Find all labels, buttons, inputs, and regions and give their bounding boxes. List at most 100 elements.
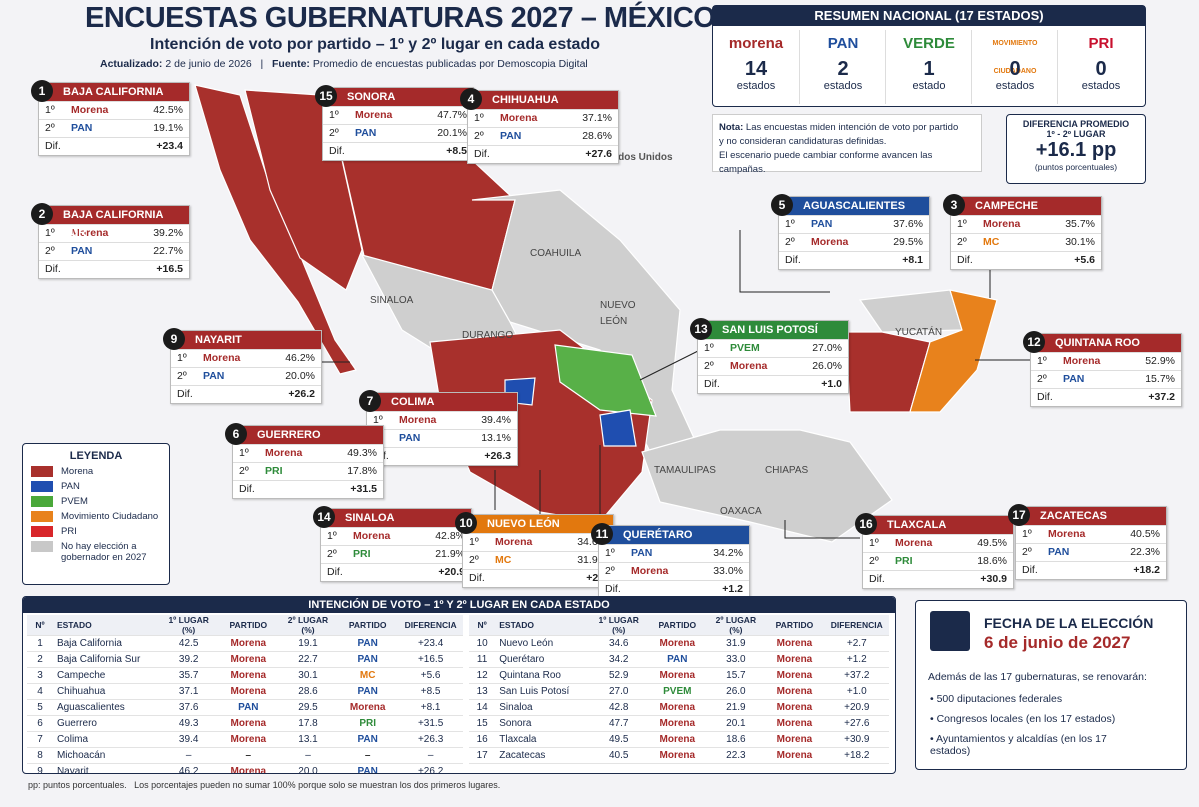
note-text: y no consideran candidaturas definidas. xyxy=(719,136,887,147)
table-cell: – xyxy=(159,747,218,764)
state-card: 1 BAJA CALIFORNIA 1º Morena 42.5% 2º PAN 19.1% D… xyxy=(31,80,190,156)
table-cell: 26.0 xyxy=(707,683,765,700)
map-label: NUEVO xyxy=(600,300,636,311)
table-cell: 46.2 xyxy=(159,763,218,773)
card-cell: 37.6% xyxy=(893,218,923,230)
table-cell: 33.0 xyxy=(707,651,765,668)
column-header: ESTADO xyxy=(52,615,160,636)
card-cell: 1º xyxy=(605,547,615,559)
legend-item: PVEM xyxy=(31,496,161,507)
ballot-icon xyxy=(930,611,970,651)
column-header: DIFERENCIA xyxy=(398,615,463,636)
card-cell: 1º xyxy=(373,414,383,426)
card-cell: 2º xyxy=(869,555,879,567)
table-cell: 35.7 xyxy=(159,667,218,684)
card-cell: 2º xyxy=(957,236,967,248)
column-header: 2º LUGAR (%) xyxy=(707,615,765,636)
map-label: Estados Unidos xyxy=(597,152,673,163)
card-cell: 17.8% xyxy=(347,465,377,477)
party-count: 14 xyxy=(744,58,768,80)
table-cell: Morena xyxy=(217,683,279,700)
card-cell: Dif. xyxy=(239,483,255,495)
table-cell: 17 xyxy=(469,747,496,764)
column-header: 1º LUGAR (%) xyxy=(590,615,648,636)
card-cell: Dif. xyxy=(869,573,885,585)
table-cell: PAN xyxy=(337,731,399,748)
card-cell xyxy=(983,252,1053,269)
legend-label: PRI xyxy=(61,526,77,537)
card-number: 16 xyxy=(855,513,877,535)
state-card: 6 GUERRERO 1º Morena 49.3% 2º PRI 17.8% Dif. +31.… xyxy=(225,423,384,499)
card-row: 2º Morena 33.0% xyxy=(599,562,749,580)
card-cell: 2º xyxy=(45,245,55,257)
table-cell: 1 xyxy=(27,635,53,652)
card-row: 2º MC 30.1% xyxy=(951,233,1101,251)
average-caption: (puntos porcentuales) xyxy=(1034,162,1118,172)
column-header: Nº xyxy=(27,615,53,636)
card-row: 1º Morena 42.8% xyxy=(321,527,471,545)
table-cell: Chihuahua xyxy=(52,683,160,700)
card-number: 6 xyxy=(225,423,247,445)
table-cell: +16.5 xyxy=(398,651,463,668)
table-cell: Morena xyxy=(337,699,399,716)
election-item: • 500 diputaciones federales xyxy=(930,693,1063,705)
card-cell: Morena xyxy=(71,227,109,239)
legend-swatch xyxy=(31,526,53,537)
column-header: Nº xyxy=(469,615,496,636)
title: ENCUESTAS GUBERNATURAS 2027 – MÉXICO xyxy=(85,2,716,34)
card-cell: 20.1% xyxy=(437,127,467,139)
table-cell: 42.8 xyxy=(590,699,648,716)
table-cell: 30.1 xyxy=(278,667,338,684)
party-unit: estados xyxy=(823,80,863,92)
table-cell: MC xyxy=(337,667,399,684)
card-cell: 2º xyxy=(469,554,479,566)
card-cell: Morena xyxy=(265,447,303,459)
card-cell: +23.4 xyxy=(156,140,183,152)
table-cell: Nayarit xyxy=(52,763,160,773)
card-header: 10 NUEVO LEÓN xyxy=(455,512,613,534)
card-cell: 1º xyxy=(45,104,55,116)
table-row: 6 Guerrero 49.3 Morena 17.8 PRI +31.5 xyxy=(27,715,463,732)
card-row: 1º Morena 46.2% xyxy=(171,349,321,367)
card-row: 1º Morena 35.7% xyxy=(951,215,1101,233)
table-cell: 20.1 xyxy=(707,715,765,732)
table-row: 12 Quintana Roo 52.9 Morena 15.7 Morena +37.2 xyxy=(469,667,889,684)
card-row: Dif. +16.5 xyxy=(39,260,189,278)
table-cell: 21.9 xyxy=(707,699,765,716)
table-cell: PVEM xyxy=(647,683,708,700)
card-cell: Dif. xyxy=(704,378,720,390)
card-cell xyxy=(500,146,570,163)
card-header: 14 SINALOA xyxy=(313,506,471,528)
card-cell: PAN xyxy=(203,370,225,382)
card-state: SONORA xyxy=(347,91,396,103)
table-cell: +27.6 xyxy=(824,715,889,732)
card-number: 5 xyxy=(771,194,793,216)
table-cell: +18.2 xyxy=(824,747,889,764)
card-cell: 1º xyxy=(45,227,55,239)
card-header: 13 SAN LUIS POTOSÍ xyxy=(690,318,848,340)
state-card: 11 QUERÉTARO 1º PAN 34.2% 2º Morena 33.0% Dif. +1… xyxy=(591,523,750,599)
table-cell: 39.4 xyxy=(159,731,218,748)
card-row: 2º PRI 18.6% xyxy=(863,552,1013,570)
card-cell xyxy=(1063,389,1133,406)
card-number: 17 xyxy=(1008,504,1030,526)
card-row: 1º PVEM 27.0% xyxy=(698,339,848,357)
card-row: 1º PAN 34.2% xyxy=(599,544,749,562)
party-logo: MOVIMIENTO CIUDADANO xyxy=(992,40,1038,75)
table-row: 1 Baja California 42.5 Morena 19.1 PAN +23.4 xyxy=(27,635,463,652)
table-cell: 6 xyxy=(27,715,53,732)
card-cell xyxy=(730,376,800,393)
table-cell: +20.9 xyxy=(824,699,889,716)
table-cell: 22.7 xyxy=(278,651,338,668)
state-card: 12 QUINTANA ROO 1º Morena 52.9% 2º PAN 15.7% Dif… xyxy=(1023,331,1182,407)
card-cell: 1º xyxy=(957,218,967,230)
summary-party: VERDE 1 estado xyxy=(885,30,972,104)
legend-label: Morena xyxy=(61,466,94,477)
card-cell: 1º xyxy=(177,352,187,364)
table-cell: – xyxy=(398,747,463,764)
state-card: 2 BAJA CALIFORNIA SUR 1º Morena 39.2% 2º PAN 22… xyxy=(31,203,190,279)
column-header: ESTADO xyxy=(495,615,591,636)
card-row: 2º Morena 29.5% xyxy=(779,233,929,251)
card-header: 16 TLAXCALA xyxy=(855,513,1013,535)
